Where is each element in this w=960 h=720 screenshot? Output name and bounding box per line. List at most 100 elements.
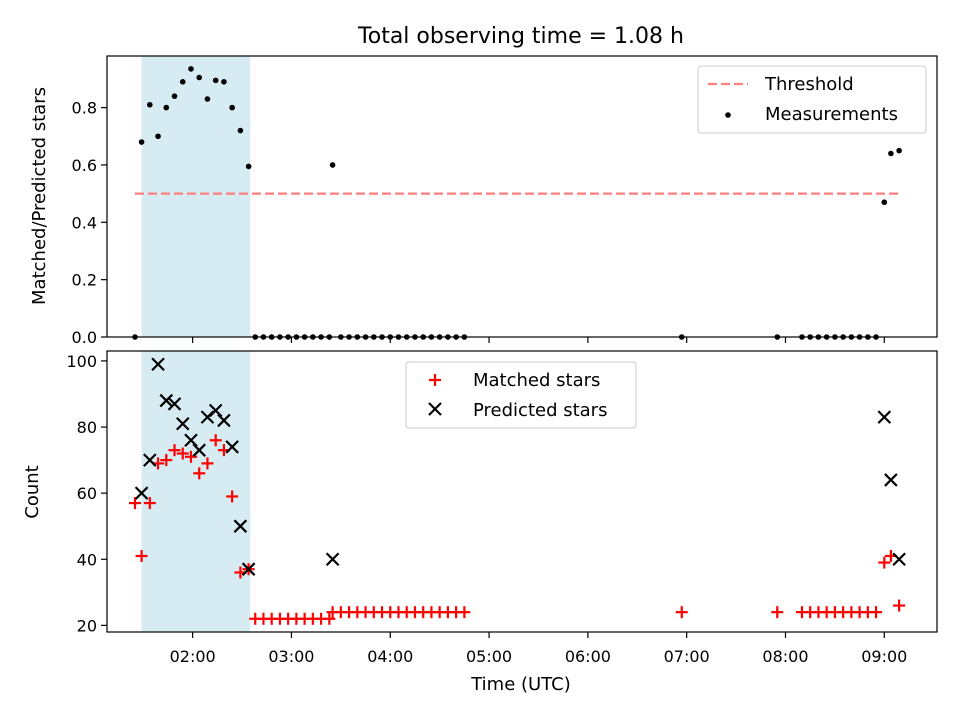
matched-star-point (176, 447, 189, 460)
matched-star-point (458, 606, 471, 619)
predicted-star-point (217, 413, 231, 428)
measurement-point (196, 74, 203, 81)
top-shaded-region (141, 56, 251, 337)
measurement-point (179, 79, 186, 85)
bottom-shaded-region (141, 351, 251, 632)
matched-star-point (184, 450, 197, 463)
measurement-point (204, 96, 211, 102)
matched-star-point (135, 549, 148, 562)
bottom-xtick-label: 06:00 (565, 647, 611, 666)
matched-star-point (143, 497, 156, 510)
matched-star-point (160, 454, 173, 467)
bottom-ytick-label: 20 (77, 616, 97, 635)
bottom-ytick-label: 100 (66, 352, 97, 371)
predicted-star-point (159, 393, 174, 408)
predicted-star-point (325, 552, 340, 567)
predicted-star-point (241, 562, 256, 576)
bottom-legend: Matched stars Predicted stars (405, 361, 637, 429)
predicted-star-point (877, 410, 892, 424)
top-legend: Threshold Measurements (697, 65, 927, 134)
matched-star-point (128, 497, 141, 510)
bottom-ylabel: Count (22, 465, 43, 518)
measurement-point (221, 79, 227, 85)
measurement-point (237, 127, 244, 134)
predicted-star-point (134, 486, 149, 500)
top-axes-frame (106, 55, 938, 338)
top-ytick-label: 0.6 (72, 156, 97, 175)
predicted-star-point (143, 453, 157, 467)
top-panel: 0.00.20.40.60.8 Matched/Predicted stars … (29, 55, 938, 347)
measurement-point (171, 93, 178, 99)
measurement-point (155, 133, 161, 140)
measurement-point (245, 163, 252, 170)
predicted-star-point (167, 397, 182, 411)
bottom-y-ticks: 20 40 60 80 100 (66, 352, 107, 635)
measurement-point (138, 139, 145, 145)
measurement-point (896, 147, 902, 154)
legend-threshold-label: Threshold (764, 74, 854, 95)
matched-star-point (675, 606, 688, 619)
predicted-star-point (151, 357, 165, 372)
bottom-legend-box (405, 361, 637, 429)
bottom-ytick-label: 60 (77, 484, 97, 503)
bottom-xtick-label: 07:00 (664, 647, 710, 666)
matched-star-point (226, 490, 239, 503)
top-ytick-label: 0.4 (72, 213, 97, 232)
predicted-star-point (884, 473, 898, 487)
matched-star-point (209, 434, 222, 447)
bottom-xtick-label: 09:00 (861, 647, 907, 666)
measurement-point (147, 101, 153, 108)
matched-star-point (870, 606, 883, 619)
measurement-point (229, 104, 235, 111)
top-ylabel: Matched/Predicted stars (29, 87, 50, 305)
matched-star-point (168, 444, 181, 457)
matched-star-point (201, 457, 214, 470)
matched-star-point (323, 612, 336, 625)
legend-measurements-swatch (725, 112, 731, 118)
figure-title: Total observing time = 1.08 h (357, 24, 684, 49)
matched-star-point (878, 556, 891, 569)
predicted-star-point (225, 440, 239, 454)
predicted-star-point (175, 416, 190, 431)
measurement-point (188, 66, 194, 72)
bottom-xlabel: Time (UTC) (470, 674, 571, 695)
top-legend-box (697, 65, 927, 134)
measurement-point (163, 104, 170, 111)
bottom-x-ticks: 02:00 03:00 04:00 05:00 06:00 07:00 08:00 09:00 (170, 632, 907, 666)
legend-matched-swatch (429, 374, 441, 386)
measurement-point (329, 162, 336, 168)
legend-measurements-label: Measurements (765, 104, 898, 125)
bottom-xtick-label: 04:00 (367, 647, 413, 666)
predicted-star-point (892, 552, 906, 567)
bottom-xtick-label: 05:00 (466, 647, 512, 666)
top-y-ticks: 0.0 0.2 0.4 0.6 0.8 (72, 99, 107, 347)
predicted-star-point (192, 443, 207, 457)
predicted-star-point (184, 433, 198, 448)
top-ytick-label: 0.0 (72, 328, 97, 347)
predicted-star-point (233, 519, 248, 533)
bottom-xtick-label: 02:00 (170, 647, 216, 666)
bottom-xtick-label: 03:00 (268, 647, 314, 666)
matched-star-point (893, 599, 906, 612)
measurement-point (212, 77, 219, 84)
legend-predicted-swatch (428, 402, 442, 416)
measurement-point (881, 199, 888, 206)
top-x-ticks (192, 337, 885, 343)
legend-matched-label: Matched stars (473, 370, 600, 391)
bottom-xtick-label: 08:00 (762, 647, 808, 666)
legend-predicted-label: Predicted stars (473, 400, 607, 421)
bottom-axes-frame (106, 350, 938, 633)
bottom-panel: 20 40 60 80 100 02:00 03:00 04:00 05:00 06:00 07:… (22, 350, 938, 695)
measurement-point (888, 150, 894, 157)
predicted-star-point (208, 403, 223, 418)
measurement-points (132, 66, 902, 340)
count-points (128, 357, 906, 625)
top-ytick-label: 0.2 (72, 271, 97, 290)
matched-star-point (193, 467, 206, 480)
top-ytick-label: 0.8 (72, 99, 97, 118)
predicted-star-point (200, 410, 215, 424)
bottom-ytick-label: 80 (77, 418, 97, 437)
matched-star-point (771, 606, 784, 619)
bottom-ytick-label: 40 (77, 550, 97, 569)
